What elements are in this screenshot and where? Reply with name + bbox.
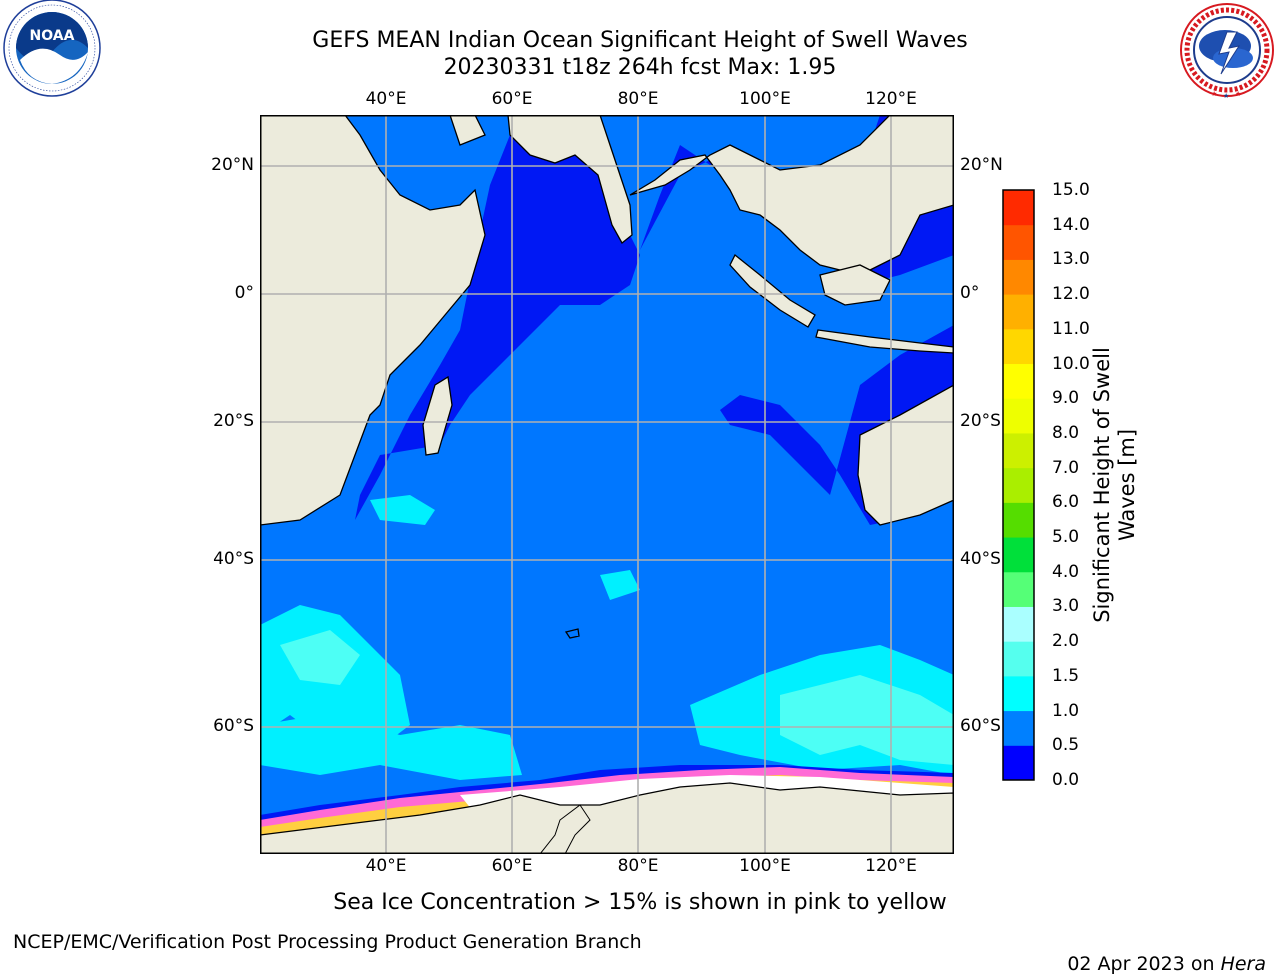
svg-text:★: ★ <box>1223 92 1229 100</box>
lat-label-left-0: 0° <box>234 283 254 303</box>
nws-logo: ★ ★ ★ <box>1180 3 1274 100</box>
colorbar-swatch-7 <box>1003 502 1034 538</box>
colorbar-tick-12: 12.0 <box>1052 284 1090 305</box>
colorbar-swatch-8 <box>1003 467 1034 503</box>
footer-date: 02 Apr 2023 on Hera <box>1055 931 1266 975</box>
colorbar-tick-6: 6.0 <box>1052 492 1080 513</box>
colorbar-tick-13: 13.0 <box>1052 249 1090 270</box>
colorbar-swatch-1 <box>1003 710 1034 746</box>
colorbar-swatch-2 <box>1003 675 1034 712</box>
land-arabia-fragment <box>449 115 486 146</box>
footer-organization: NCEP/EMC/Verification Post Processing Pr… <box>13 931 642 953</box>
lon-label-top-120e: 120°E <box>865 89 917 109</box>
colorbar-swatch-0 <box>1003 745 1034 781</box>
colorbar-swatch-9 <box>1003 432 1034 469</box>
colorbar-tick-4: 4.0 <box>1052 561 1080 582</box>
colorbar-tick-5: 5.0 <box>1052 527 1080 547</box>
lon-label-bottom-120e: 120°E <box>865 856 917 876</box>
colorbar-tick-9: 9.0 <box>1052 388 1080 409</box>
colorbar-tick-1-5: 1.5 <box>1052 665 1080 686</box>
colorbar-tick-8: 8.0 <box>1052 422 1080 443</box>
sea-ice-pink <box>260 767 954 835</box>
land-australia <box>857 384 954 526</box>
colorbar-tick-14: 14.0 <box>1052 214 1090 235</box>
swell-patch-southeast-inner <box>780 675 954 765</box>
colorbar-tick-1: 1.0 <box>1052 700 1080 721</box>
map-frame <box>260 115 954 854</box>
colorbar-tick-2: 2.0 <box>1052 631 1080 652</box>
lat-label-right-20n: 20°N <box>960 155 1003 175</box>
colorbar-swatch-16 <box>1003 190 1034 226</box>
lon-label-top-40e: 40°E <box>365 89 407 109</box>
lat-label-right-0: 0° <box>960 283 980 303</box>
lat-label-left-40s: 40°S <box>213 549 254 569</box>
noaa-logo-text: NOAA <box>30 28 75 44</box>
colorbar-tick-10: 10.0 <box>1052 353 1090 374</box>
svg-text:★: ★ <box>1235 90 1241 98</box>
lon-label-bottom-80e: 80°E <box>617 856 659 876</box>
swell-patch-south-60s <box>260 715 522 780</box>
colorbar-swatch-13 <box>1003 294 1034 330</box>
colorbar-label-line2: Waves [m] <box>1115 428 1139 542</box>
lat-label-left-60s: 60°S <box>213 716 254 736</box>
colorbar-swatch-14 <box>1003 259 1034 295</box>
lat-label-left-20s: 20°S <box>213 411 254 431</box>
lat-label-right-40s: 40°S <box>960 549 1001 569</box>
land-sumatra <box>729 253 816 328</box>
swell-patch-45s <box>600 570 640 600</box>
lat-label-left-20n: 20°N <box>211 155 254 175</box>
land-antarctica <box>260 782 954 854</box>
colorbar-swatch-10 <box>1003 398 1034 434</box>
lat-label-right-60s: 60°S <box>960 716 1001 736</box>
colorbar-label-line1: Significant Height of Swell <box>1090 347 1114 623</box>
lon-label-bottom-100e: 100°E <box>739 856 791 876</box>
colorbar-swatch-11 <box>1003 363 1034 399</box>
map-panel <box>260 115 954 854</box>
colorbar-swatch-6 <box>1003 537 1034 573</box>
land-india <box>507 115 633 244</box>
sea-ice-caption: Sea Ice Concentration > 15% is shown in … <box>333 890 947 915</box>
lon-label-bottom-40e: 40°E <box>365 856 407 876</box>
colorbar <box>1002 189 1035 781</box>
land-amery-ice-shelf <box>539 804 591 854</box>
lon-label-top-100e: 100°E <box>739 89 791 109</box>
colorbar-swatch-5 <box>1003 571 1034 607</box>
footer-date-text: 02 Apr 2023 on <box>1067 953 1221 975</box>
colorbar-swatch-15 <box>1003 224 1034 260</box>
colorbar-swatch-3 <box>1003 641 1034 677</box>
land-java <box>815 329 954 354</box>
chart-title: GEFS MEAN Indian Ocean Significant Heigh… <box>312 28 968 53</box>
footer-machine: Hera <box>1220 953 1266 975</box>
colorbar-frame <box>1002 189 1035 781</box>
colorbar-tick-7: 7.0 <box>1052 457 1080 478</box>
colorbar-tick-0: 0.0 <box>1052 770 1080 790</box>
chart-subtitle: 20230331 t18z 264h fcst Max: 1.95 <box>443 55 837 80</box>
colorbar-tick-15: 15.0 <box>1052 180 1090 200</box>
land-se-asia <box>629 115 954 276</box>
colorbar-swatch-4 <box>1003 606 1034 642</box>
land-madagascar <box>422 375 453 456</box>
graticule <box>260 115 954 854</box>
land-borneo <box>819 264 891 306</box>
lat-label-right-20s: 20°S <box>960 411 1001 431</box>
swell-patch-sw-inner <box>280 630 360 685</box>
land-kerguelen <box>564 628 580 639</box>
colorbar-tick-3: 3.0 <box>1052 596 1080 617</box>
svg-text:★: ★ <box>1211 90 1217 98</box>
colorbar-swatch-12 <box>1003 328 1034 365</box>
lon-label-top-60e: 60°E <box>491 89 533 109</box>
lon-label-top-80e: 80°E <box>617 89 659 109</box>
colorbar-tick-0-5: 0.5 <box>1052 735 1080 756</box>
noaa-logo: NOAA <box>3 0 101 97</box>
lon-label-bottom-60e: 60°E <box>491 856 533 876</box>
colorbar-tick-11: 11.0 <box>1052 318 1090 339</box>
